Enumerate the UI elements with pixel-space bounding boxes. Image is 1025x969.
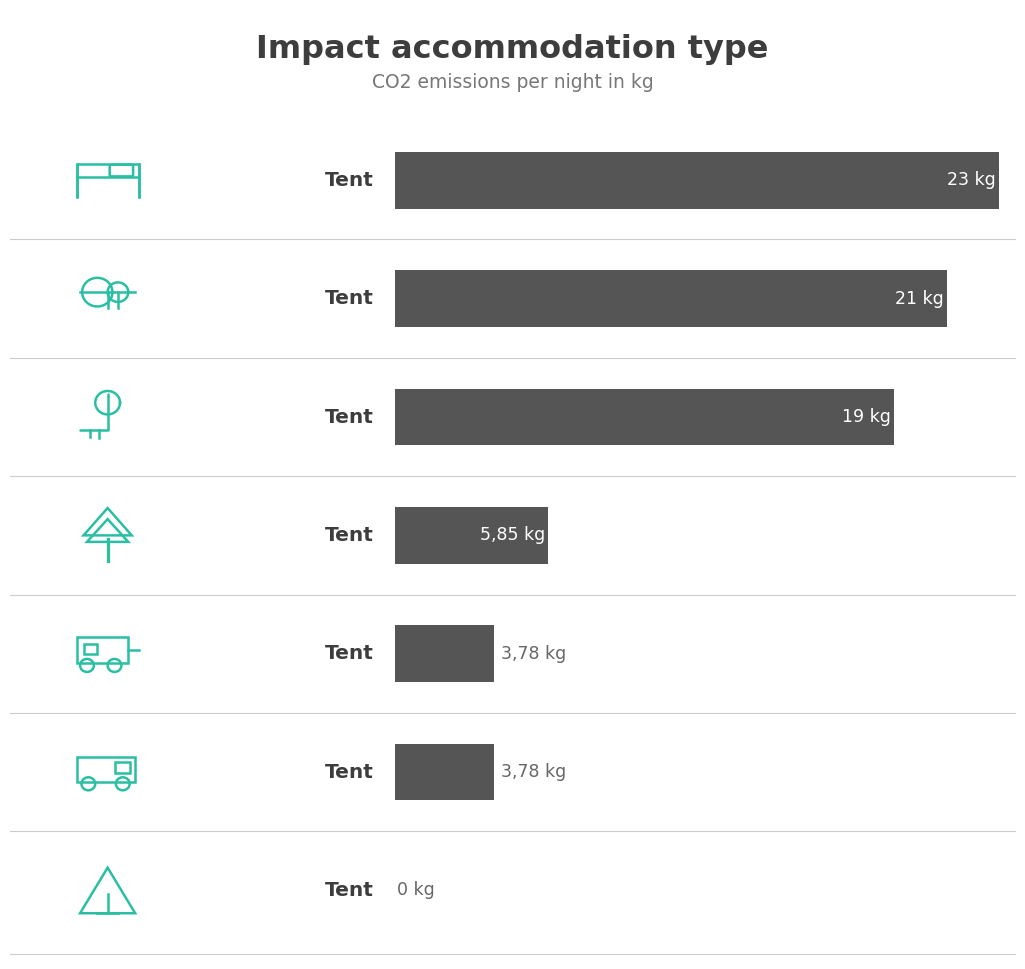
Text: Tent: Tent — [325, 526, 374, 545]
FancyBboxPatch shape — [395, 389, 894, 446]
Text: Tent: Tent — [325, 171, 374, 190]
Text: Tent: Tent — [325, 644, 374, 663]
FancyBboxPatch shape — [395, 743, 494, 800]
Text: 19 kg: 19 kg — [843, 408, 891, 426]
Text: 23 kg: 23 kg — [947, 172, 996, 189]
Text: 3,78 kg: 3,78 kg — [500, 644, 566, 663]
Text: Tent: Tent — [325, 763, 374, 782]
FancyBboxPatch shape — [395, 270, 947, 328]
Text: CO2 emissions per night in kg: CO2 emissions per night in kg — [372, 73, 653, 92]
Text: Impact accommodation type: Impact accommodation type — [256, 34, 769, 65]
Text: 0 kg: 0 kg — [398, 882, 435, 899]
Text: 3,78 kg: 3,78 kg — [500, 763, 566, 781]
Text: 5,85 kg: 5,85 kg — [480, 526, 545, 545]
FancyBboxPatch shape — [395, 152, 999, 208]
Text: Tent: Tent — [325, 408, 374, 426]
FancyBboxPatch shape — [395, 625, 494, 682]
FancyBboxPatch shape — [395, 507, 548, 564]
Text: Tent: Tent — [325, 289, 374, 308]
Text: Tent: Tent — [325, 881, 374, 900]
Text: 21 kg: 21 kg — [895, 290, 944, 308]
